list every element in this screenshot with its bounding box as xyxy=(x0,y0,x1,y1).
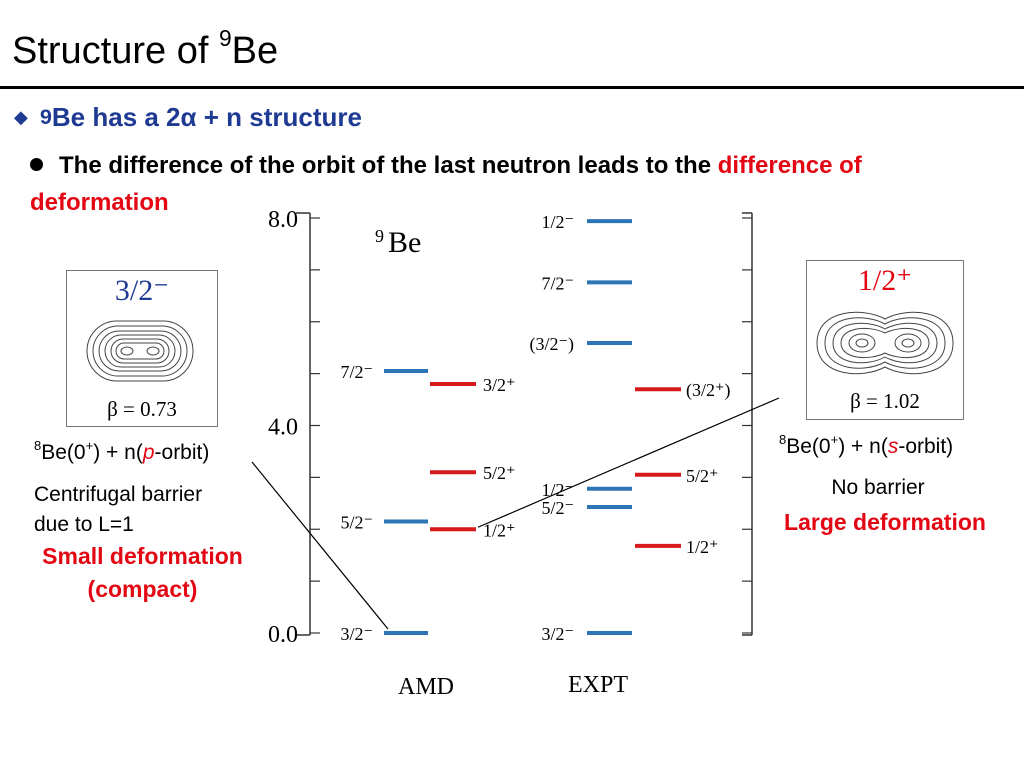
density-panel-left: 3/2⁻ β = 0.73 xyxy=(66,270,218,427)
y-tick-label: 0.0 xyxy=(268,622,298,648)
density-contour-left-icon xyxy=(86,320,194,382)
right-configuration: 8Be(0+) + n(s-orbit) xyxy=(779,431,954,458)
level-label: 5/2⁻ xyxy=(541,498,574,518)
left-note-line2: due to L=1 xyxy=(34,513,134,536)
level-label: 3/2⁻ xyxy=(541,624,574,644)
level-label: 3/2⁺ xyxy=(483,375,516,395)
level-label: 7/2⁻ xyxy=(340,362,373,382)
right-note-line1: No barrier xyxy=(831,476,925,499)
panel-label-right: 1/2⁺ xyxy=(857,264,913,297)
level-label: 1/2⁻ xyxy=(541,212,574,232)
right-red-line1: Large deformation xyxy=(784,509,986,535)
level-label: 1/2⁺ xyxy=(686,537,719,557)
left-note-line1: Centrifugal barrier xyxy=(34,483,203,506)
bullet-level2: The difference of the orbit of the last … xyxy=(30,152,862,216)
level-label: 7/2⁻ xyxy=(541,273,574,293)
slide-title: Structure of 9Be xyxy=(12,24,279,72)
connector-lines xyxy=(251,397,780,630)
title-underline xyxy=(0,86,1024,89)
beta-right: β = 1.02 xyxy=(850,389,920,413)
column-label-expt: EXPT xyxy=(568,672,628,698)
chart-title: 9 Be xyxy=(375,226,421,259)
beta-left: β = 0.73 xyxy=(107,397,177,421)
level-label: (3/2⁻) xyxy=(530,334,575,355)
level-label: 5/2⁺ xyxy=(686,466,719,486)
level-label: 5/2⁻ xyxy=(340,512,373,532)
left-red-line1: Small deformation xyxy=(42,543,243,569)
level-label: 1/2⁻ xyxy=(541,480,574,500)
level-label: 1/2⁺ xyxy=(483,520,516,540)
left-configuration: 8Be(0+) + n(p-orbit) xyxy=(34,437,210,464)
tick-labels: 0.0 4.0 8.0 AMD EXPT xyxy=(268,207,628,700)
level-label: 3/2⁻ xyxy=(340,624,373,644)
density-contour-right-icon xyxy=(816,311,954,375)
connector-line-right xyxy=(477,397,780,528)
level-label: (3/2⁺) xyxy=(686,380,731,401)
chart-frame xyxy=(296,212,753,636)
column-label-amd: AMD xyxy=(398,674,454,700)
y-tick-label: 4.0 xyxy=(268,415,298,441)
bullet-level1: ◆ 9 Be has a 2α + n structure xyxy=(14,101,362,132)
level-label: 5/2⁺ xyxy=(483,463,516,483)
circle-bullet-icon xyxy=(30,158,43,171)
diamond-bullet-icon: ◆ xyxy=(14,106,28,127)
connector-line-left xyxy=(251,461,389,630)
density-panel-right: 1/2⁺ β = 1.02 xyxy=(806,260,964,420)
level-marks: 3/2⁻5/2⁻ 1/2⁺5/2⁺3/2⁺7/2⁻3/2⁻1/2⁺5/2⁻1/2⁻… xyxy=(340,212,730,644)
left-red-line2: (compact) xyxy=(87,576,198,602)
panel-label-left: 3/2⁻ xyxy=(114,274,170,307)
y-tick-label: 8.0 xyxy=(268,207,298,233)
